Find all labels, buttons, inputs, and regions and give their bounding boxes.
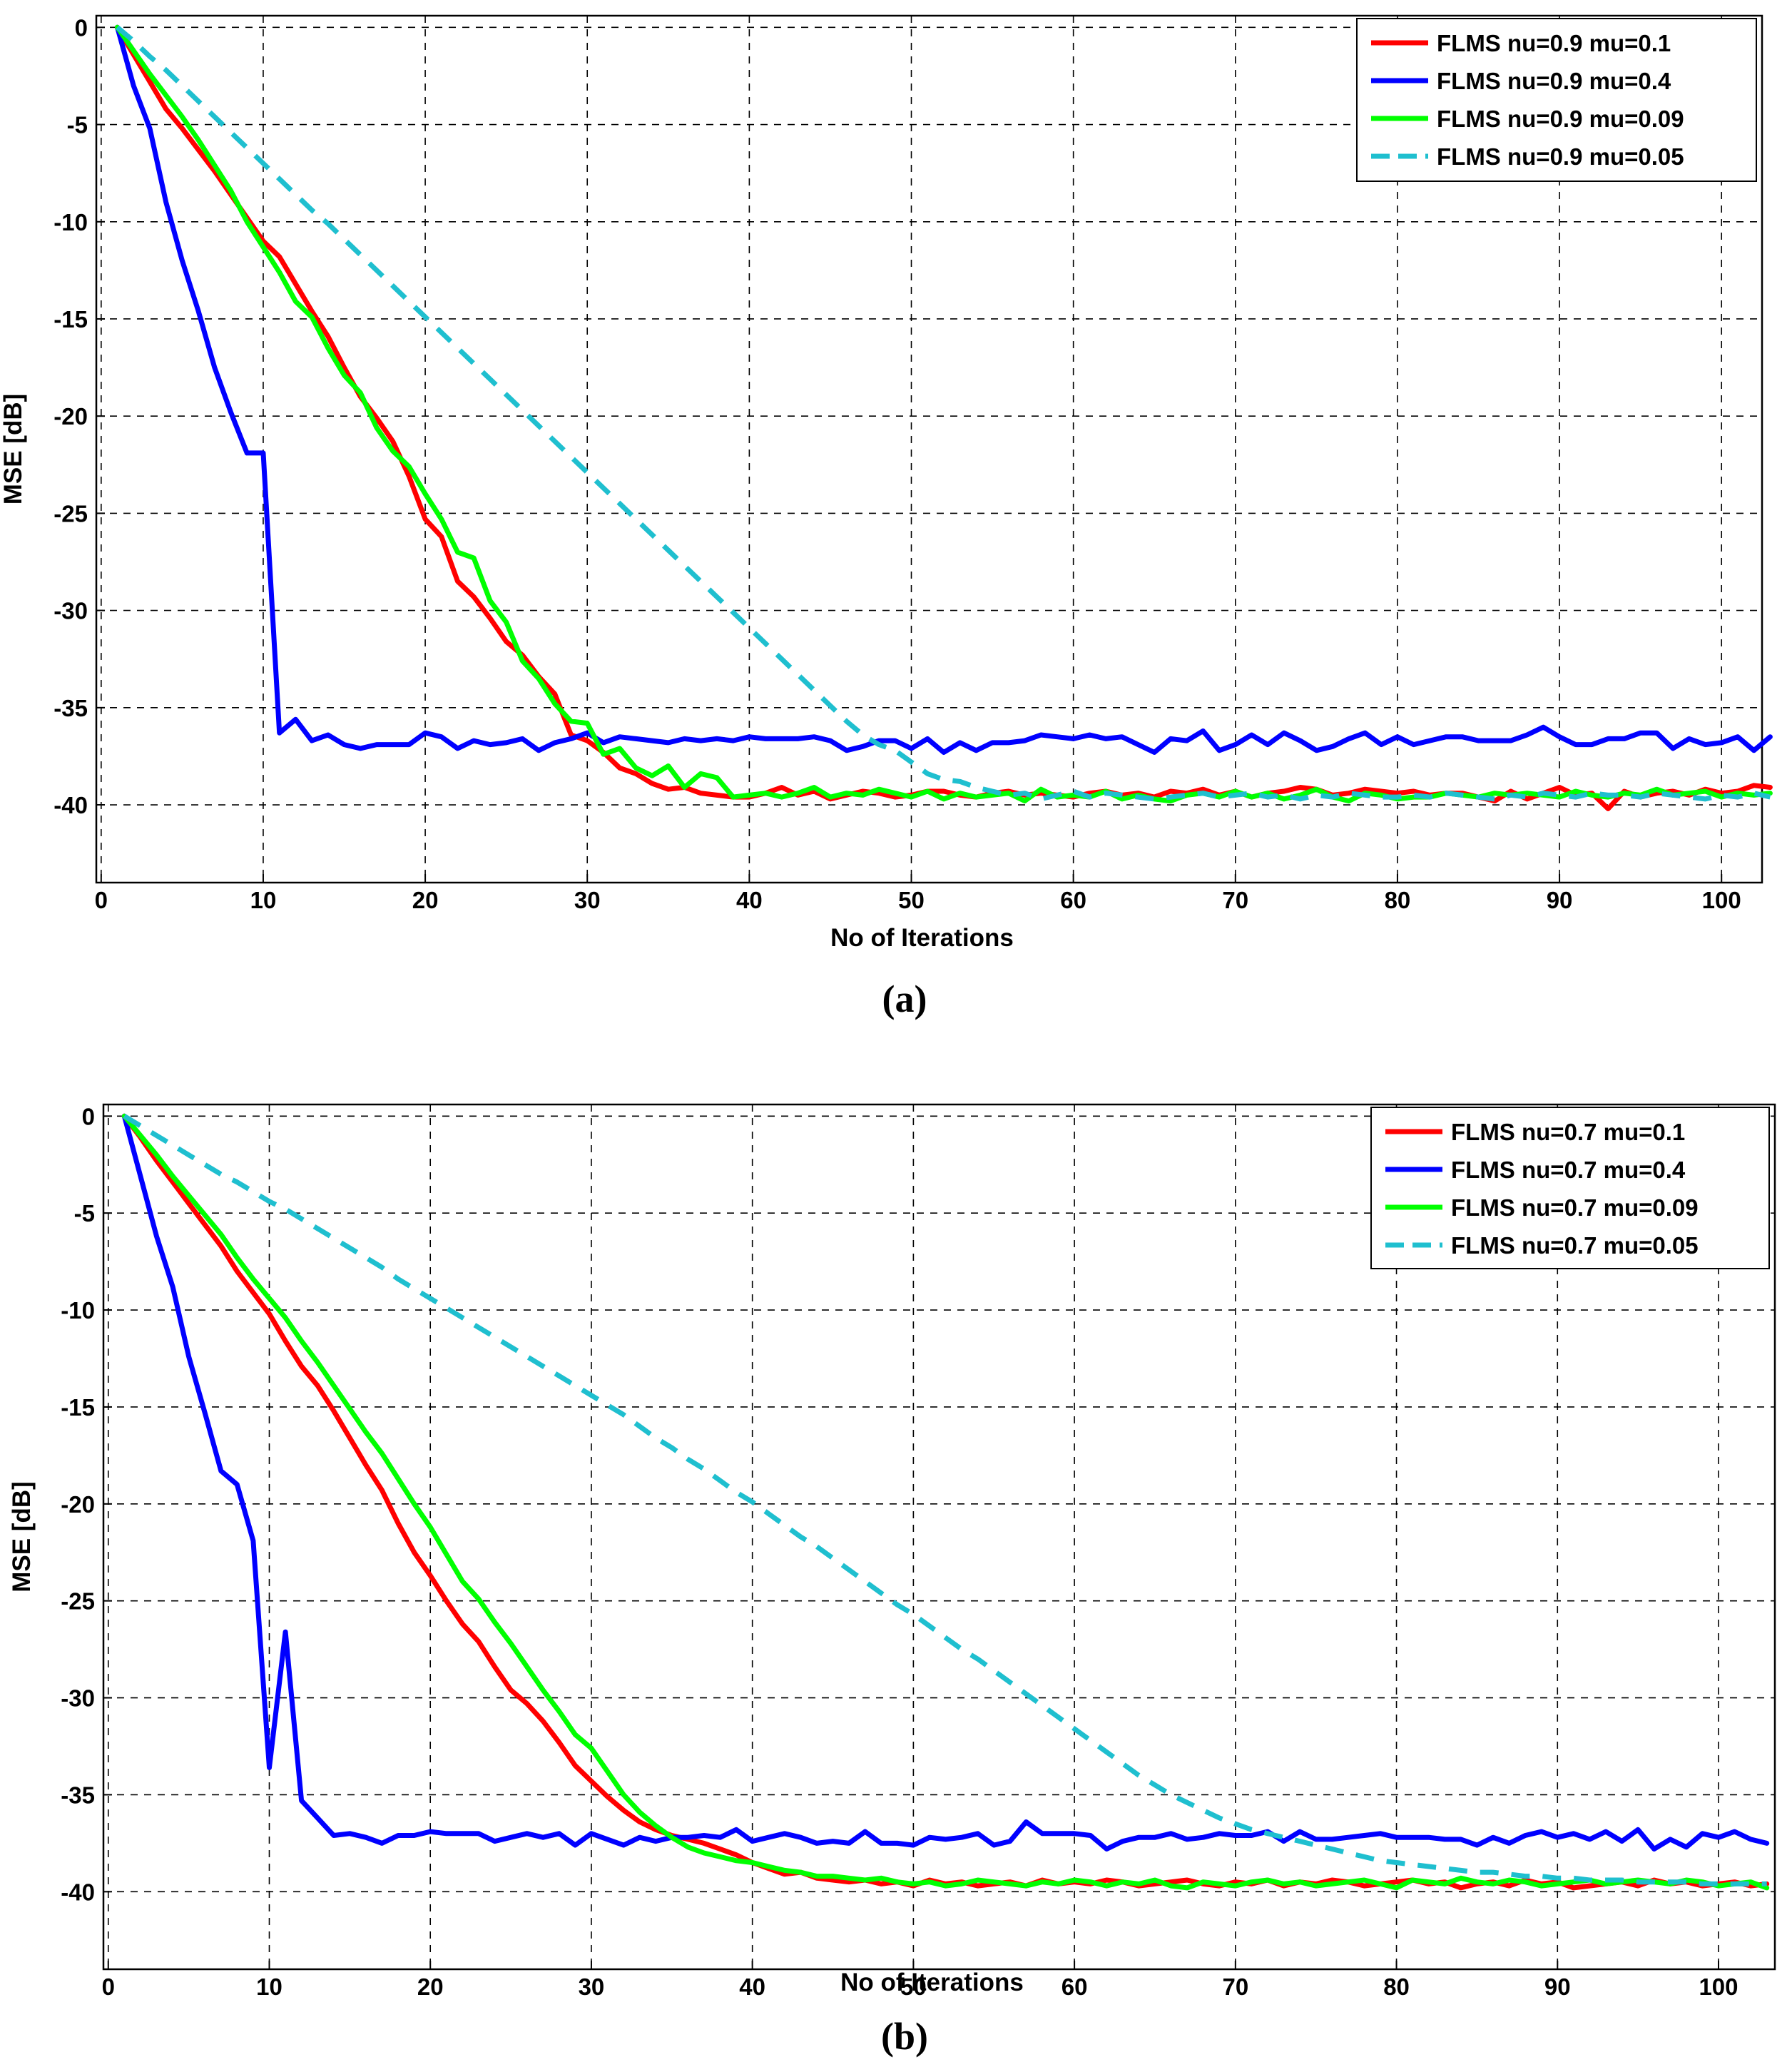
gridlines (103, 1104, 1775, 1969)
x-tick-label: 20 (417, 1974, 444, 2000)
x-tick-label: 60 (1062, 1974, 1088, 2000)
series-line-4 (116, 25, 1771, 802)
x-tick-label: 70 (1222, 1974, 1248, 2000)
y-tick-label: -35 (54, 695, 88, 721)
series-line-3 (115, 24, 1773, 804)
x-tick-label: 50 (898, 887, 925, 913)
x-axis-label: No of Iterations (830, 924, 1014, 952)
series-line-3 (121, 1113, 1770, 1891)
y-tick-label: -5 (67, 112, 88, 138)
x-tick-label: 50 (900, 1974, 927, 2000)
x-tick-label: 100 (1699, 1974, 1738, 2000)
legend-label: FLMS nu=0.9 mu=0.05 (1437, 143, 1684, 170)
y-tick-label: 0 (75, 14, 88, 41)
x-axis-label: No of Iterations (840, 1969, 1024, 1996)
legend-label: FLMS nu=0.7 mu=0.1 (1451, 1119, 1685, 1145)
figure-caption: (a) (882, 977, 927, 1020)
x-tick-label: 40 (736, 887, 763, 913)
y-tick-label: -25 (61, 1588, 95, 1615)
y-tick-label: -25 (54, 500, 88, 527)
y-tick-label: -5 (74, 1200, 95, 1226)
x-tick-label: 20 (412, 887, 439, 913)
legend: FLMS nu=0.9 mu=0.1 FLMS nu=0.9 mu=0.4 FLMS… (1356, 18, 1757, 182)
x-tick-label: 30 (579, 1974, 605, 2000)
y-axis-label: MSE [dB] (8, 1481, 36, 1593)
y-tick-label: 0 (82, 1103, 95, 1129)
legend-label: FLMS nu=0.9 mu=0.1 (1437, 30, 1671, 56)
y-tick-label: -20 (54, 403, 88, 430)
x-tick-label: 90 (1547, 887, 1573, 913)
y-tick-label: -15 (61, 1394, 95, 1421)
legend-label: FLMS nu=0.7 mu=0.05 (1451, 1232, 1699, 1259)
x-tick-label: 0 (102, 1974, 115, 2000)
legend-box (1370, 1107, 1770, 1269)
y-tick-label: -30 (61, 1685, 95, 1712)
series-lines (121, 1113, 1770, 1891)
tick-labels: 0 10 20 30 40 50 60 70 80 90 100 0 -5 -10 -15 -20 -25 -30… (54, 14, 1741, 913)
y-tick-label: -20 (61, 1491, 95, 1518)
x-tick-label: 40 (739, 1974, 765, 2000)
x-tick-label: 90 (1544, 1974, 1571, 2000)
plot-frame (102, 1103, 1776, 1971)
tick-labels: 0 10 20 30 40 50 60 70 80 90 100 0 -5 -10 -15 -20 -25 -30… (61, 1103, 1738, 2000)
y-tick-label: -35 (61, 1782, 95, 1808)
y-tick-label: -10 (54, 209, 88, 235)
x-tick-label: 80 (1383, 1974, 1410, 2000)
series-line-2 (115, 24, 1773, 755)
y-tick-label: -40 (61, 1879, 95, 1905)
y-tick-label: -10 (61, 1297, 95, 1324)
x-tick-label: 70 (1222, 887, 1248, 913)
series-line-1 (115, 24, 1773, 811)
plot-frame (95, 14, 1763, 884)
x-tick-label: 60 (1060, 887, 1086, 913)
chart-panel-b: 0 10 20 30 40 50 60 70 80 90 100 0 -5 -10 -15 -20 -25 -30… (8, 1103, 1776, 2058)
chart-panel-a: 0 10 20 30 40 50 60 70 80 90 100 0 -5 -10 -15 -20 -25 -30… (0, 14, 1773, 1020)
y-tick-label: -30 (54, 598, 88, 624)
x-tick-label: 0 (95, 887, 108, 913)
legend-label: FLMS nu=0.9 mu=0.4 (1437, 68, 1671, 94)
y-axis-label: MSE [dB] (0, 394, 27, 505)
series-line-4 (123, 1114, 1767, 1886)
x-tick-label: 30 (574, 887, 601, 913)
x-tick-label: 100 (1702, 887, 1741, 913)
legend-label: FLMS nu=0.7 mu=0.4 (1451, 1157, 1686, 1183)
figure-caption: (b) (881, 2015, 928, 2058)
y-tick-label: -15 (54, 306, 88, 332)
series-lines (115, 24, 1773, 811)
legend-box (1356, 18, 1757, 182)
legend-label: FLMS nu=0.9 mu=0.09 (1437, 106, 1684, 132)
legend-label: FLMS nu=0.7 mu=0.09 (1451, 1194, 1699, 1221)
y-tick-label: -40 (54, 792, 88, 818)
legend: FLMS nu=0.7 mu=0.1 FLMS nu=0.7 mu=0.4 FLMS… (1370, 1107, 1770, 1269)
x-tick-label: 10 (250, 887, 277, 913)
series-line-2 (121, 1113, 1770, 1852)
x-tick-label: 10 (256, 1974, 282, 2000)
x-tick-label: 80 (1385, 887, 1411, 913)
